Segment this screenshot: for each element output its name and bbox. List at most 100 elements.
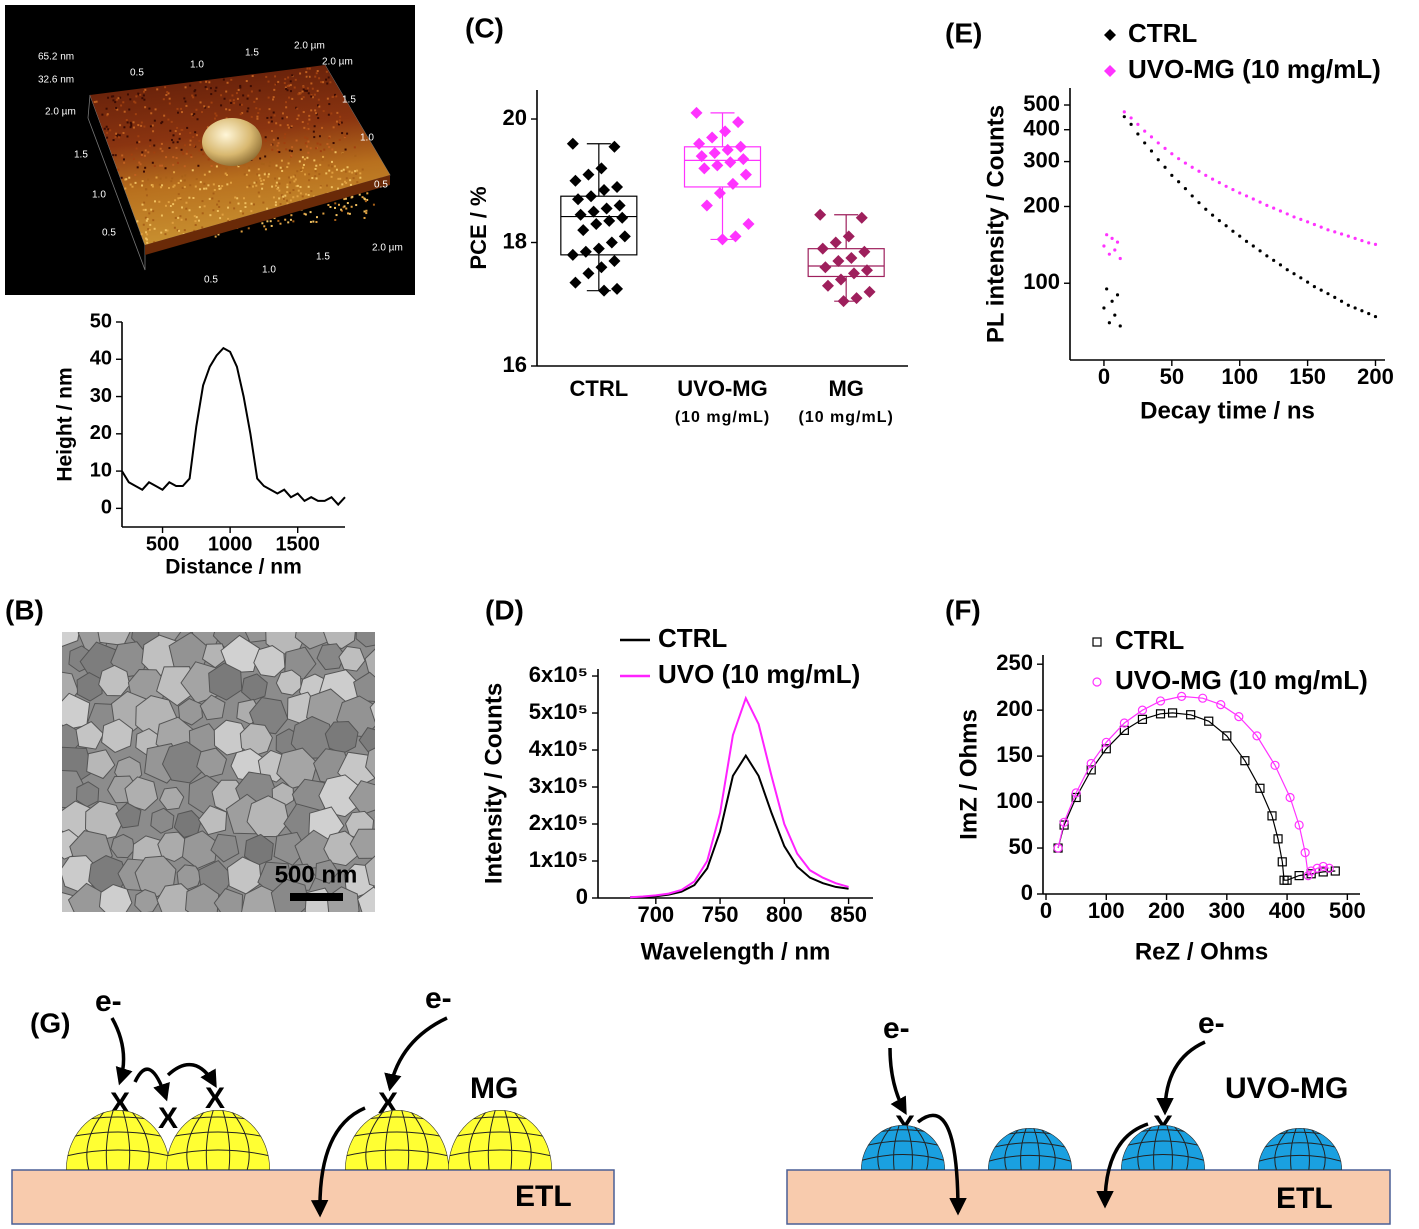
afm-speckle (167, 201, 170, 204)
afm-speckle (275, 184, 278, 187)
afm-speckle (144, 149, 147, 152)
afm-speckle (231, 94, 234, 97)
afm-speckle (117, 168, 120, 171)
afm-speckle (262, 179, 265, 182)
afm-speckle (287, 76, 290, 79)
y-tick-label: 16 (503, 352, 527, 377)
afm-speckle (304, 173, 307, 176)
grain-line (1121, 1154, 1205, 1161)
afm-speckle (105, 107, 108, 110)
y-axis-title: ImZ / Ohms (955, 709, 982, 840)
afm-speckle (137, 135, 140, 138)
grain-line (186, 1110, 206, 1170)
afm-speckle (195, 108, 198, 111)
afm-speckle (214, 89, 217, 92)
afm-speckle (262, 163, 265, 166)
afm-speckle (365, 209, 368, 212)
afm-speckle (241, 112, 244, 115)
afm-speckle (342, 206, 345, 209)
afm-speckle (272, 111, 275, 114)
afm-speckle (199, 188, 202, 191)
sem-grain (86, 749, 116, 780)
afm-speckle (144, 106, 147, 109)
afm-speckle (153, 241, 156, 244)
marker (1277, 857, 1287, 867)
afm-speckle (230, 78, 233, 81)
marker (1238, 191, 1242, 195)
afm-speckle (308, 75, 311, 78)
afm-speckle (288, 158, 291, 161)
sem-grain (374, 816, 375, 818)
x-tick-label: 750 (702, 902, 739, 927)
x-tick-label: CTRL (570, 376, 629, 401)
afm-speckle (162, 98, 165, 101)
legend-label: CTRL (658, 623, 727, 653)
afm-speckle (261, 187, 264, 190)
afm-speckle (284, 218, 287, 221)
marker (1285, 268, 1289, 272)
afm-speckle (191, 169, 194, 172)
afm-speckle (319, 185, 322, 188)
x-tick-label: 700 (637, 902, 674, 927)
panel-label: (F) (945, 594, 981, 625)
marker (726, 177, 739, 190)
marker (729, 230, 742, 243)
afm-speckle (322, 81, 325, 84)
afm-speckle (286, 84, 289, 87)
afm-speckle (264, 228, 267, 231)
marker (1318, 861, 1328, 872)
afm-speckle (331, 95, 334, 98)
afm-speckle (196, 118, 199, 121)
afm-speckle (293, 174, 296, 177)
afm-speckle (318, 173, 321, 176)
marker (1294, 820, 1304, 830)
marker (1170, 152, 1174, 156)
afm-speckle (137, 124, 140, 127)
afm-label: 1.0 (262, 265, 276, 276)
afm-speckle (293, 86, 296, 89)
marker (572, 193, 585, 206)
afm-speckle (318, 77, 321, 80)
grain-line (345, 1131, 449, 1139)
marker (1119, 725, 1129, 735)
afm-speckle (106, 113, 109, 116)
afm-speckle (229, 181, 232, 184)
afm-speckle (183, 185, 186, 188)
y-tick-label: 1x10⁵ (529, 847, 588, 872)
legend-label: CTRL (1115, 625, 1184, 655)
afm-speckle (141, 151, 144, 154)
marker (1244, 239, 1249, 243)
afm-speckle (182, 152, 185, 155)
afm-speckle (189, 84, 192, 87)
afm-speckle (176, 229, 179, 232)
afm-speckle (153, 119, 156, 122)
marker (1319, 288, 1323, 292)
afm-speckle (203, 105, 206, 108)
sem-grain (161, 741, 204, 784)
afm-speckle (309, 211, 312, 214)
afm-speckle (277, 80, 280, 83)
grain-outline (1258, 1128, 1342, 1170)
afm-speckle (307, 151, 310, 154)
marker (1251, 197, 1255, 201)
afm-speckle (246, 97, 249, 100)
marker (1143, 129, 1147, 133)
afm-speckle (115, 98, 118, 101)
afm-speckle (218, 185, 221, 188)
y-tick-label: 5x10⁵ (529, 699, 588, 724)
afm-speckle (341, 132, 344, 135)
afm-speckle (296, 195, 299, 198)
grain (448, 1110, 552, 1170)
afm-speckle (359, 176, 362, 179)
afm-speckle (224, 172, 227, 175)
panel-label: (A) (5, 7, 44, 38)
afm-speckle (273, 88, 276, 91)
marker (706, 131, 719, 144)
afm-speckle (142, 223, 145, 226)
marker (1217, 219, 1221, 223)
box (807, 248, 885, 278)
afm-speckle (330, 165, 333, 168)
marker (1118, 256, 1122, 261)
afm-speckle (215, 114, 218, 117)
afm-speckle (330, 186, 333, 189)
